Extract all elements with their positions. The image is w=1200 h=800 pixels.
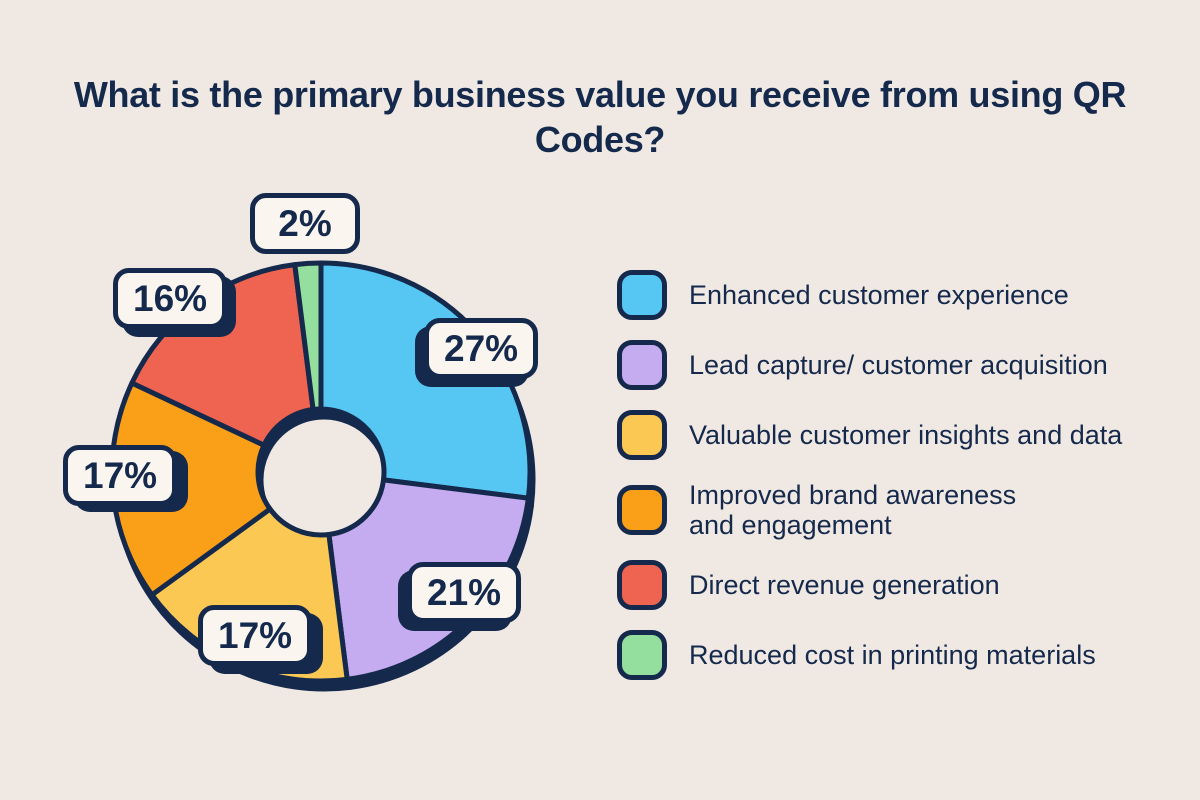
pie-slice-4 bbox=[129, 262, 316, 448]
legend-label: Reduced cost in printing materials bbox=[689, 640, 1096, 670]
legend-item-customer-insights: Valuable customer insights and data bbox=[617, 410, 1137, 460]
legend-swatch bbox=[617, 560, 667, 610]
slice-callout-reduced-cost: 2% bbox=[250, 193, 360, 254]
legend-swatch bbox=[617, 485, 667, 535]
legend-label: Enhanced customer experience bbox=[689, 280, 1069, 310]
pie-slice-5 bbox=[292, 260, 324, 412]
slice-callout-direct-revenue: 16% bbox=[113, 268, 228, 329]
slice-percent-label: 21% bbox=[427, 571, 502, 613]
legend-item-brand-awareness: Improved brand awareness and engagement bbox=[617, 480, 1137, 540]
slice-percent-label: 17% bbox=[83, 454, 158, 496]
legend-label: Direct revenue generation bbox=[689, 570, 1000, 600]
chart-legend: Enhanced customer experience Lead captur… bbox=[617, 270, 1137, 700]
legend-label: Lead capture/ customer acquisition bbox=[689, 350, 1108, 380]
legend-swatch bbox=[617, 270, 667, 320]
legend-label: Valuable customer insights and data bbox=[689, 420, 1123, 450]
slice-callout-enhanced-customer-experience: 27% bbox=[424, 318, 539, 379]
legend-swatch bbox=[617, 410, 667, 460]
pie-slice-0 bbox=[318, 260, 533, 501]
legend-swatch bbox=[617, 340, 667, 390]
slice-percent-label: 27% bbox=[444, 327, 519, 369]
legend-swatch bbox=[617, 630, 667, 680]
slice-percent-label: 2% bbox=[278, 202, 332, 244]
slice-callout-brand-awareness: 17% bbox=[63, 445, 178, 506]
legend-item-reduced-cost: Reduced cost in printing materials bbox=[617, 630, 1137, 680]
legend-item-enhanced-customer-experience: Enhanced customer experience bbox=[617, 270, 1137, 320]
legend-label: Improved brand awareness and engagement bbox=[689, 480, 1017, 540]
chart-title: What is the primary business value you r… bbox=[73, 74, 1127, 160]
slice-percent-label: 16% bbox=[133, 277, 208, 319]
legend-item-direct-revenue: Direct revenue generation bbox=[617, 560, 1137, 610]
slice-callout-lead-capture: 21% bbox=[407, 562, 522, 623]
slice-callout-customer-insights: 17% bbox=[198, 605, 313, 666]
pie-slice-3 bbox=[109, 380, 273, 598]
slice-percent-label: 17% bbox=[218, 614, 293, 656]
legend-item-lead-capture: Lead capture/ customer acquisition bbox=[617, 340, 1137, 390]
